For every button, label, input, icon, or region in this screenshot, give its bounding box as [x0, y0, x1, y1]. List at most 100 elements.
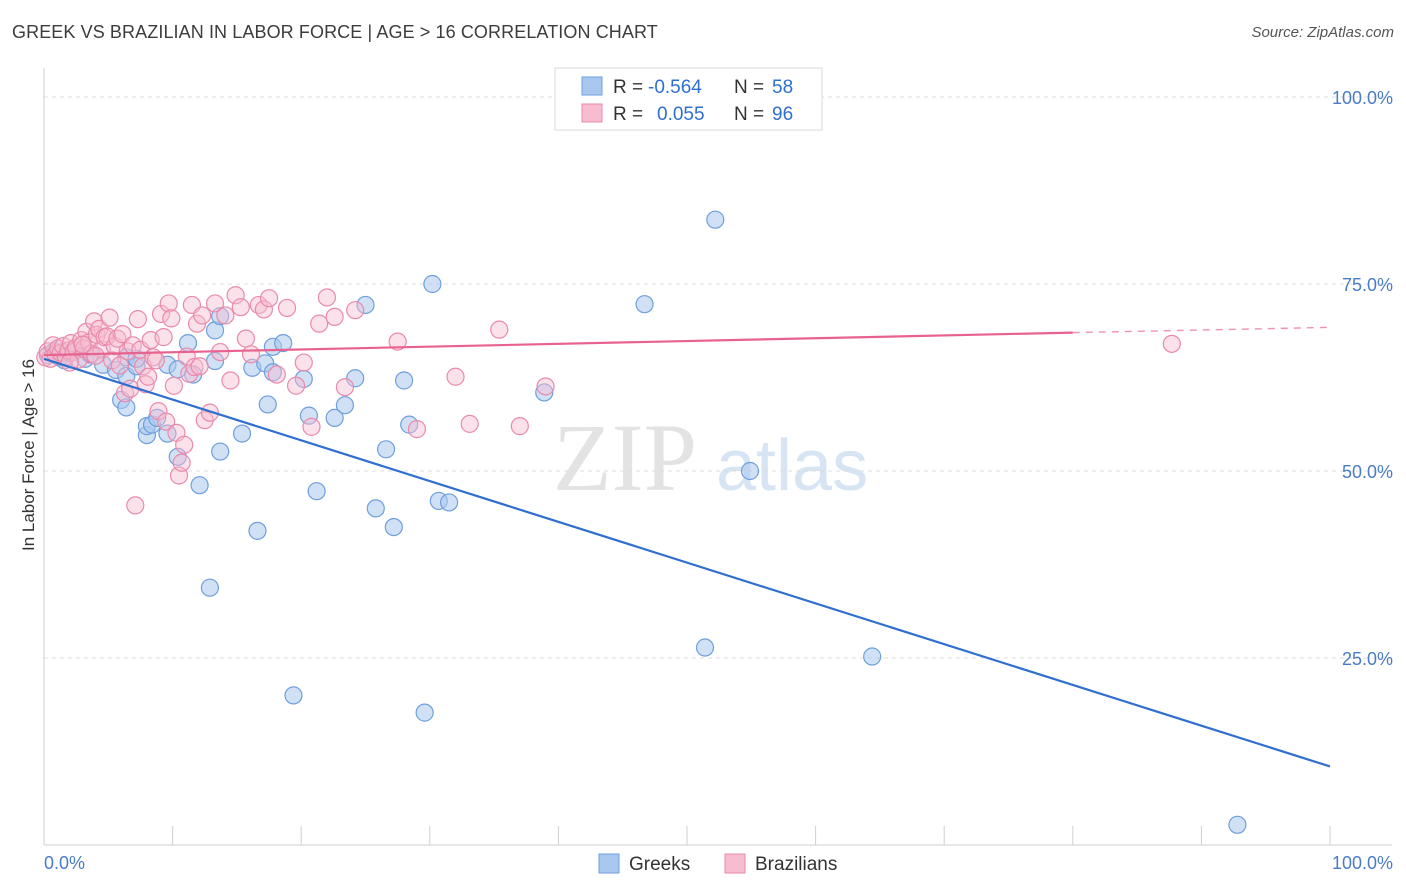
- bottom-legend-greeks: Greeks: [629, 854, 690, 875]
- greeks-point: [248, 521, 267, 540]
- brazilians-point: [172, 453, 191, 472]
- greeks-point: [258, 395, 277, 414]
- brazilians-point: [175, 435, 194, 454]
- greeks-point: [706, 210, 725, 229]
- bottom-legend-brazilians: Brazilians: [755, 854, 837, 875]
- chart-title: GREEK VS BRAZILIAN IN LABOR FORCE | AGE …: [12, 22, 658, 42]
- brazilians-point: [159, 294, 178, 313]
- brazilians-point: [100, 308, 119, 327]
- greeks-point: [1228, 815, 1247, 834]
- greeks-point: [211, 442, 230, 461]
- legend-n-value-greeks: 58: [772, 77, 793, 98]
- legend-r-label-greeks: R =: [613, 77, 643, 98]
- brazilians-point: [139, 367, 158, 386]
- greeks-point: [635, 295, 654, 314]
- legend-n-label-brazilians: N =: [734, 104, 764, 125]
- brazilians-point: [267, 365, 286, 384]
- brazilians-point: [325, 307, 344, 327]
- greeks-point: [307, 482, 326, 501]
- y-axis-label: In Labor Force | Age > 16: [19, 359, 38, 551]
- brazilians-point: [113, 325, 132, 344]
- bottom-swatch-greeks: [598, 853, 620, 874]
- greeks-point: [325, 408, 344, 427]
- legend-swatch-brazilians: [581, 103, 603, 123]
- brazilians-point: [310, 314, 329, 333]
- brazilians-point: [193, 306, 212, 325]
- brazilians-point: [226, 286, 245, 305]
- brazilians-point: [294, 353, 313, 372]
- greeks-point: [200, 578, 219, 597]
- greeks-point: [863, 647, 882, 666]
- brazilians-point: [162, 309, 181, 328]
- greeks-point: [366, 499, 385, 518]
- brazilians-point: [86, 346, 105, 365]
- brazilians-point: [1162, 334, 1181, 353]
- brazilians-point: [164, 376, 183, 395]
- source-credit: Source: ZipAtlas.com: [1251, 24, 1394, 41]
- y-tick-label-100: 100.0%: [1332, 88, 1393, 108]
- legend-r-label-brazilians: R =: [613, 104, 643, 125]
- y-tick-label-50: 50.0%: [1342, 462, 1393, 482]
- y-tick-label-25: 25.0%: [1342, 649, 1393, 669]
- legend-n-label-greeks: N =: [734, 77, 764, 98]
- axes: [43, 68, 1392, 846]
- bottom-swatch-brazilians: [724, 853, 746, 874]
- brazilians-point: [254, 300, 274, 319]
- brazilians-point: [407, 420, 427, 439]
- x-tick-label-min: 0.0%: [44, 853, 85, 873]
- greeks-point: [535, 383, 554, 402]
- greeks-point: [274, 333, 293, 353]
- brazilians-point: [216, 306, 235, 325]
- greeks-point: [148, 408, 167, 427]
- brazilians-point: [277, 298, 297, 318]
- greeks-point: [356, 295, 375, 315]
- brazilians-point: [136, 375, 155, 394]
- brazilians-point: [185, 357, 204, 377]
- tick-labels: 25.0% 50.0% 75.0% 100.0% 0.0% 100.0%: [44, 88, 1393, 873]
- greeks-point: [423, 274, 442, 294]
- greeks-point: [190, 476, 209, 495]
- brazilians-point: [490, 320, 509, 339]
- brazilians-point: [335, 378, 355, 397]
- brazilians-point: [259, 289, 279, 308]
- brazilians-point: [286, 376, 306, 395]
- brazilians-trend-extension: [1072, 326, 1331, 334]
- brazilians-point: [221, 371, 240, 390]
- trend-lines: [43, 326, 1331, 768]
- brazilians-point: [536, 377, 555, 396]
- brazilians-point: [510, 417, 529, 436]
- watermark-atlas: atlas: [716, 426, 868, 506]
- brazilians-point: [126, 496, 145, 515]
- brazilians-point: [231, 298, 250, 317]
- greeks-point: [299, 406, 319, 425]
- brazilians-point: [154, 328, 173, 347]
- greeks-point: [335, 396, 355, 415]
- greeks-point: [232, 424, 252, 443]
- brazilians-point: [110, 356, 129, 375]
- greeks-point: [384, 517, 403, 537]
- y-tick-label-75: 75.0%: [1342, 275, 1393, 295]
- greeks-point: [740, 461, 760, 481]
- brazilians-point: [241, 345, 261, 364]
- brazilians-point: [146, 351, 165, 370]
- legend-swatch-greeks: [581, 76, 603, 96]
- greeks-point: [376, 440, 396, 459]
- brazilians-point: [190, 357, 209, 376]
- legend-r-value-brazilians: 0.055: [657, 104, 705, 125]
- x-tick-label-max: 100.0%: [1332, 853, 1393, 873]
- brazilians-point: [388, 332, 407, 351]
- brazilians-point: [446, 367, 465, 386]
- brazilians-point: [236, 329, 256, 348]
- greeks-point: [695, 638, 715, 657]
- brazilians-point: [128, 310, 147, 329]
- brazilians-point: [157, 412, 176, 431]
- greeks-point: [346, 369, 365, 388]
- brazilians-trend-line: [43, 331, 1073, 357]
- greeks-trend-line: [43, 357, 1331, 768]
- brazilians-point: [460, 414, 479, 433]
- brazilians-point: [346, 301, 365, 320]
- greeks-point: [117, 398, 136, 417]
- grid-lines: [44, 96, 1392, 659]
- brazilians-point: [73, 335, 92, 354]
